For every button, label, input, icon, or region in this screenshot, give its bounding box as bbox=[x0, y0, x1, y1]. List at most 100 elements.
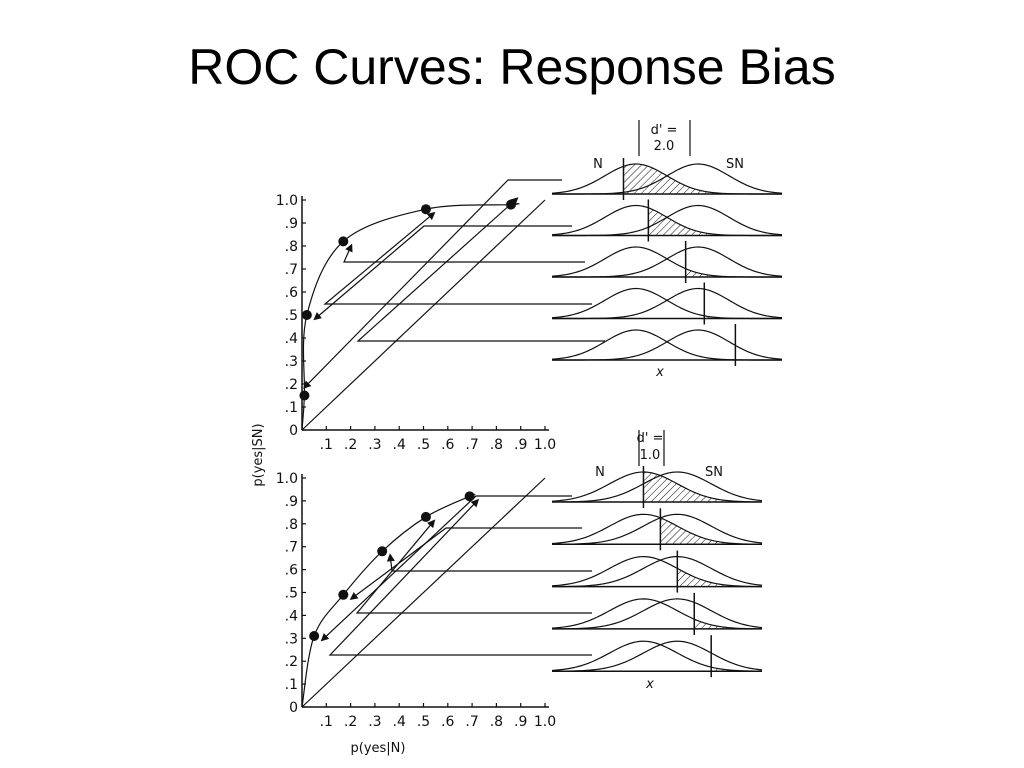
chance-diagonal-top bbox=[301, 199, 546, 431]
decision-axis-label: x bbox=[645, 677, 654, 692]
signal-distribution bbox=[551, 598, 763, 630]
roc-panel-bottom: .1 .2 .3 .4 .5 .6 .7 .8 .9 1.0 0 .1 .2 .3 .4 .5 .6 .7 .8.… bbox=[276, 430, 763, 756]
x-tick-label: .1 bbox=[320, 714, 333, 730]
distribution-row bbox=[551, 466, 763, 508]
distribution-row bbox=[551, 324, 783, 366]
criterion-arrow bbox=[386, 553, 592, 572]
noise-distribution bbox=[551, 598, 763, 630]
signal-distribution bbox=[551, 329, 783, 361]
criterion-arrow bbox=[328, 498, 592, 656]
x-axis-label-bottom: p(yes|N) bbox=[351, 741, 406, 756]
noise-distribution bbox=[551, 556, 763, 588]
distribution-stack-top: d' =2.0 N SN x bbox=[551, 120, 783, 380]
y-tick-label: .3 bbox=[285, 354, 298, 370]
distribution-stack-bottom: d' = 1.0 N SN x bbox=[551, 430, 763, 692]
false-alarm-area bbox=[648, 207, 782, 236]
distribution-row bbox=[551, 241, 783, 283]
roc-point bbox=[377, 546, 388, 557]
noise-distribution bbox=[551, 513, 763, 545]
false-alarm-area bbox=[711, 667, 762, 672]
distribution-row bbox=[551, 635, 763, 678]
y-tick-label: 1.0 bbox=[276, 193, 298, 209]
signal-distribution bbox=[551, 640, 763, 672]
signal-label: SN bbox=[705, 465, 723, 480]
x-tick-label: .7 bbox=[465, 714, 478, 730]
distribution-row bbox=[551, 550, 763, 593]
distribution-row bbox=[551, 158, 783, 200]
x-tick-label: .4 bbox=[393, 714, 406, 730]
y-tick-label: .9 bbox=[285, 494, 298, 510]
x-tick-label: .3 bbox=[368, 437, 381, 453]
false-alarm-area bbox=[623, 164, 782, 194]
roc-point bbox=[420, 204, 431, 215]
criterion-arrow bbox=[313, 225, 572, 321]
noise-distribution bbox=[551, 246, 783, 278]
y-tick-label: 0 bbox=[289, 700, 298, 716]
d-prime-label: d' = bbox=[637, 431, 664, 446]
y-tick-label: .6 bbox=[285, 563, 298, 579]
y-tick-label: .9 bbox=[285, 216, 298, 232]
distribution-row bbox=[551, 199, 783, 242]
criterion-arrow bbox=[320, 495, 572, 642]
x-ticks-top: .1 .2 .3 .4 .5 .6 .7 .8 .9 1.0 bbox=[320, 426, 556, 453]
decision-axis-label: x bbox=[655, 365, 664, 380]
d-prime-label: d' = bbox=[651, 123, 678, 138]
y-tick-label: .1 bbox=[285, 677, 298, 693]
y-tick-label: .7 bbox=[285, 540, 298, 556]
roc-point bbox=[338, 589, 349, 600]
roc-point bbox=[338, 236, 349, 247]
slide-title: ROC Curves: Response Bias bbox=[188, 39, 836, 95]
d-prime-value: 2.0 bbox=[654, 139, 675, 154]
y-tick-label: .2 bbox=[285, 654, 298, 670]
x-tick-label: .4 bbox=[393, 437, 406, 453]
noise-label: N bbox=[593, 157, 603, 172]
distribution-row bbox=[551, 508, 763, 551]
x-tick-label: .6 bbox=[441, 437, 454, 453]
roc-point bbox=[299, 390, 310, 401]
signal-distribution bbox=[551, 556, 763, 588]
noise-distribution bbox=[551, 640, 763, 672]
noise-distribution bbox=[551, 329, 783, 361]
axes-top bbox=[301, 196, 549, 431]
criterion-arrows-bottom bbox=[320, 495, 592, 656]
x-tick-label: .8 bbox=[490, 437, 503, 453]
signal-label: SN bbox=[726, 157, 744, 172]
false-alarm-area bbox=[660, 517, 762, 545]
y-tick-label: 1.0 bbox=[276, 471, 298, 487]
y-ticks-top: 0 .1 .2 .3 .4 .5 .6 .7 .8 .9 1.0 bbox=[276, 193, 306, 439]
y-tick-label: .5 bbox=[285, 308, 298, 324]
roc-point bbox=[464, 491, 475, 502]
y-tick-label: .3 bbox=[285, 631, 298, 647]
y-tick-label: .7 bbox=[285, 262, 298, 278]
criterion-arrow bbox=[303, 179, 562, 389]
y-tick-label: .1 bbox=[285, 400, 298, 416]
criterion-arrow bbox=[343, 243, 585, 263]
x-ticks-bottom: .1 .2 .3 .4 .5 .6 .7 .8 .9 1.0 bbox=[320, 703, 556, 730]
x-tick-label: .1 bbox=[320, 437, 333, 453]
x-tick-label: .8 bbox=[490, 714, 503, 730]
signal-distribution bbox=[551, 246, 783, 278]
distribution-row bbox=[551, 282, 783, 325]
x-tick-label: .9 bbox=[514, 714, 527, 730]
false-alarm-area bbox=[685, 268, 782, 277]
x-tick-label: .5 bbox=[417, 437, 430, 453]
x-tick-label: .5 bbox=[417, 714, 430, 730]
false-alarm-area bbox=[694, 619, 762, 629]
y-tick-label: .2 bbox=[285, 377, 298, 393]
roc-panel-top: .1 .2 .3 .4 .5 .6 .7 .8 .9 1.0 0 .1 .2 .3 .4 .5 .6 .7 .8.… bbox=[276, 120, 783, 453]
false-alarm-area bbox=[677, 568, 762, 587]
y-tick-label: .4 bbox=[285, 331, 298, 347]
y-axis-label: p(yes|SN) bbox=[251, 423, 266, 486]
signal-distribution bbox=[551, 471, 763, 503]
x-tick-label: 1.0 bbox=[534, 714, 556, 730]
x-tick-label: .2 bbox=[344, 437, 357, 453]
roc-point bbox=[420, 511, 431, 522]
noise-label: N bbox=[595, 465, 605, 480]
y-tick-label: 0 bbox=[289, 423, 298, 439]
criterion-arrows-top bbox=[303, 179, 605, 389]
y-tick-label: .6 bbox=[285, 285, 298, 301]
axes-bottom bbox=[301, 474, 549, 708]
signal-distribution bbox=[551, 513, 763, 545]
noise-distribution bbox=[551, 471, 763, 503]
